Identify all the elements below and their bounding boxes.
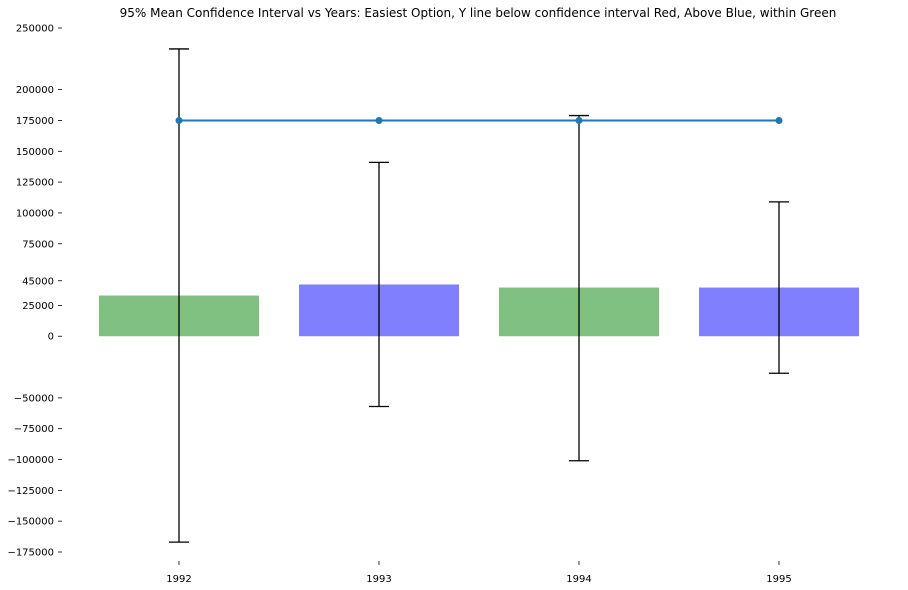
x-tick-label: 1992: [166, 574, 191, 585]
y-tick-label: 125000: [16, 178, 54, 189]
y-tick-label: 100000: [16, 208, 54, 219]
y-line-point-1995: [775, 116, 783, 124]
y-tick-label: −50000: [14, 393, 54, 404]
y-tick-label: 0: [48, 332, 54, 343]
y-line-point-1993: [375, 116, 383, 124]
x-tick-label: 1994: [566, 574, 591, 585]
y-tick-label: 25000: [22, 301, 54, 312]
y-tick-label: 150000: [16, 147, 54, 158]
x-tick-label: 1995: [766, 574, 791, 585]
x-tick-label: 1993: [366, 574, 391, 585]
error-bar-1995: [769, 201, 789, 374]
y-tick-label: −175000: [7, 548, 54, 559]
y-tick-label: −125000: [7, 486, 54, 497]
chart-title: 95% Mean Confidence Interval vs Years: E…: [120, 6, 837, 20]
y-line-point-1994: [575, 116, 583, 124]
error-bar-1993: [369, 161, 389, 408]
y-tick-label: 75000: [22, 239, 54, 250]
y-tick-label: 175000: [16, 116, 54, 127]
y-tick-label: 45000: [22, 276, 54, 287]
error-bar-1994: [569, 114, 589, 462]
y-tick-label: 250000: [16, 24, 54, 35]
y-tick-label: −75000: [14, 424, 54, 435]
y-tick-label: −100000: [7, 455, 54, 466]
error-bar-1992: [169, 48, 189, 543]
y-tick-label: 200000: [16, 85, 54, 96]
y-tick-label: −150000: [7, 517, 54, 528]
y-line-point-1992: [175, 116, 183, 124]
